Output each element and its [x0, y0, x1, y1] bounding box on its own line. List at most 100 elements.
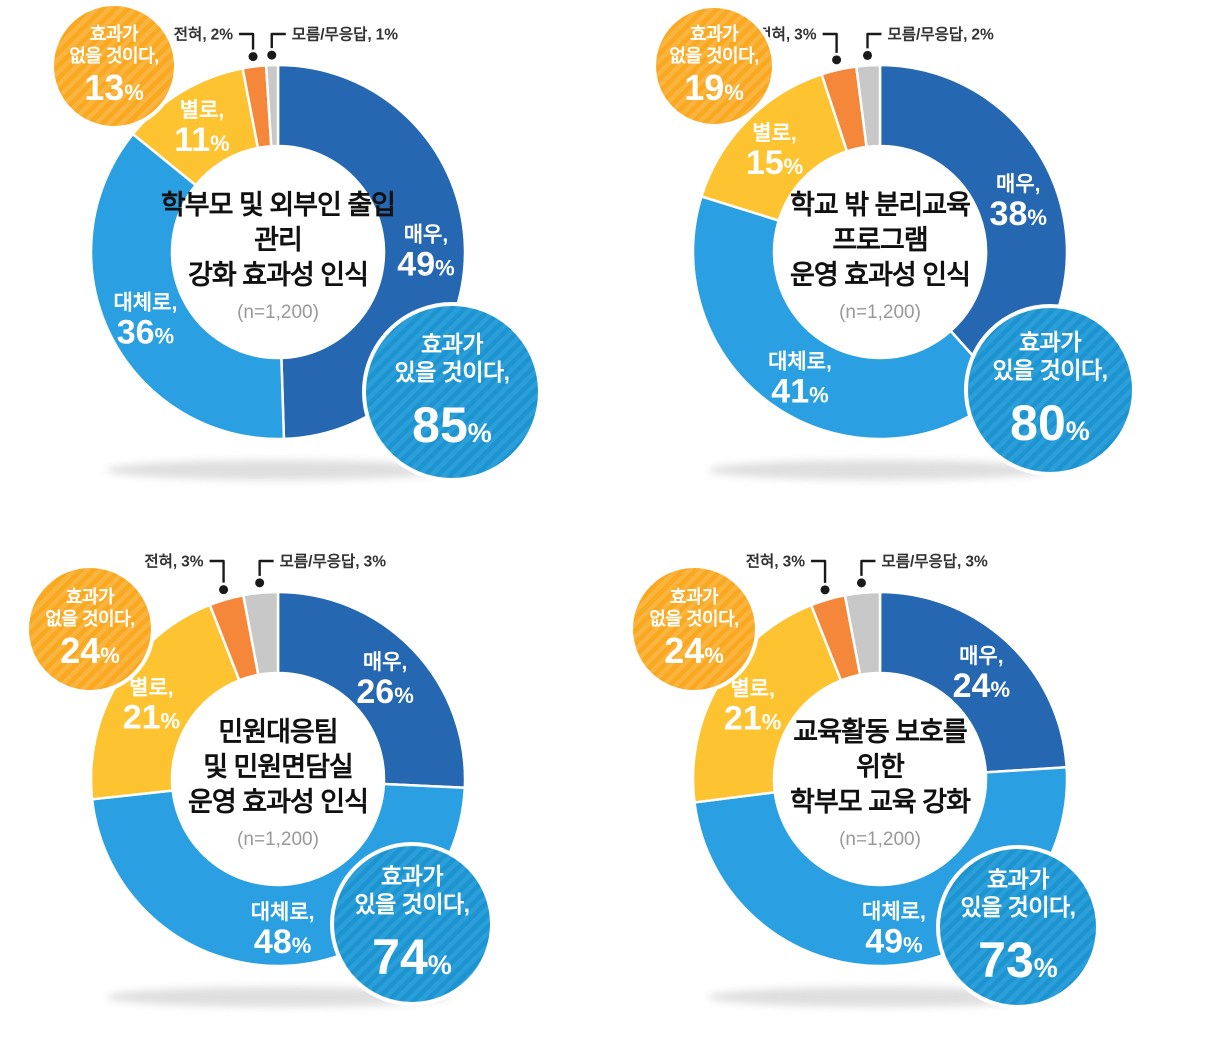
- leader-dot: [820, 585, 830, 595]
- bubble-label-line: 있을 것이다,: [394, 359, 509, 385]
- chart-title-line: 민원대응팀: [218, 717, 337, 747]
- slice-label-not-really: 별로,21%: [123, 676, 180, 736]
- slice-value-text: 36%: [117, 314, 174, 352]
- leader-line: [258, 559, 274, 576]
- callout-not-at-all: 전혀, 2%: [174, 26, 258, 62]
- bubble-value: 24%: [60, 630, 120, 671]
- slice-label-text: 매우,: [363, 651, 407, 674]
- leader-line: [866, 32, 882, 49]
- callout-text: 모름/무응답, 2%: [888, 25, 995, 44]
- bubble-label-line: 없을 것이다,: [69, 46, 158, 66]
- leader-line: [209, 559, 225, 583]
- chart-title-line: 프로그램: [832, 225, 927, 255]
- positive-summary-bubble-circle: [330, 842, 494, 1006]
- donut-chart-panel: 매우, 24% 대체로, 49% 별로, 21% 전혀, 3% 모름/무응답, 3% 교육활동 보호…: [602, 527, 1205, 1054]
- slice-label-text: 매우,: [404, 224, 448, 247]
- negative-summary-bubble-circle: [629, 564, 759, 694]
- chart-title-line: 및 민원면담실: [203, 752, 353, 782]
- bubble-label-line: 없을 것이다,: [669, 46, 758, 66]
- callout-dont-know: 모름/무응답, 3%: [255, 552, 386, 588]
- leader-dot: [267, 50, 277, 60]
- sample-size: (n=1,200): [237, 302, 319, 323]
- leader-line: [860, 559, 876, 576]
- slice-label-very: 매우,26%: [356, 651, 413, 711]
- slice-value-text: 11%: [174, 121, 230, 159]
- sample-size: (n=1,200): [237, 829, 319, 850]
- slice-not-really: [691, 603, 843, 804]
- chart-title-line: 학교 밖 분리교육: [790, 190, 970, 220]
- negative-summary-bubble-circle: [25, 564, 155, 694]
- callout-text: 전혀, 2%: [174, 26, 233, 44]
- positive-summary-bubble-circle: [362, 302, 542, 482]
- bubble-label-line: 있을 것이다,: [354, 891, 469, 917]
- leader-dot: [248, 52, 258, 62]
- bubble-label-line: 없을 것이다,: [649, 609, 738, 629]
- donut-chart-panel: 매우, 49% 대체로, 36% 별로, 11% 전혀, 2% 모름/무응답, 1% 학부모 및 외…: [0, 0, 602, 527]
- leader-line: [822, 32, 838, 53]
- callout-dont-know: 모름/무응답, 3%: [856, 552, 988, 588]
- slice-label-mostly: 대체로,49%: [862, 900, 926, 960]
- slice-label-not-really: 별로,11%: [174, 99, 230, 159]
- bubble-value: 13%: [84, 67, 144, 108]
- positive-summary-bubble-circle: [936, 845, 1100, 1009]
- donut-chart: 매우,49% 대체로,36% 별로,11% 전혀, 2% 모름/무응답, 1% 학부모 및 외…: [50, 2, 542, 482]
- chart-title-line: 강화 효과성 인식: [188, 260, 368, 290]
- slice-value-text: 21%: [724, 700, 781, 738]
- slice-label-mostly: 대체로,36%: [113, 292, 177, 352]
- bubble-label-line: 효과가: [381, 863, 443, 889]
- bubble-value: 85%: [412, 397, 492, 453]
- donut-shadow: [708, 987, 1052, 1007]
- donut-chart-panel: 매우, 26% 대체로, 48% 별로, 21% 전혀, 3% 모름/무응답, 3% 민원대응팀 및 …: [0, 527, 602, 1054]
- slice-label-text: 대체로,: [251, 901, 315, 924]
- slice-label-text: 별로,: [752, 122, 796, 145]
- chart-title-line: 관리: [254, 225, 302, 255]
- slice-label-text: 별로,: [180, 99, 224, 122]
- callout-text: 모름/무응답, 1%: [292, 25, 399, 44]
- bubble-label-line: 효과가: [690, 24, 739, 44]
- leader-line: [270, 32, 286, 49]
- donut-chart: 매우,26% 대체로,48% 별로,21% 전혀, 3% 모름/무응답, 3% 민원대응팀및 …: [25, 552, 494, 1007]
- bubble-label-line: 효과가: [1019, 329, 1081, 355]
- donut-chart: 매우,38%대체로,41%별로,15%전혀, 3% 모름/무응답, 2%학교 밖 분리…: [652, 4, 1136, 480]
- slice-very: [276, 590, 467, 789]
- bubble-label-line: 있을 것이다,: [960, 894, 1075, 920]
- positive-summary-bubble-circle: [964, 304, 1136, 476]
- bubble-value: 24%: [664, 630, 724, 671]
- chart-title-line: 운영 효과성 인식: [790, 260, 970, 290]
- slice-dont-know: [242, 590, 280, 677]
- sample-size: (n=1,200): [839, 302, 921, 323]
- slice-mostly: [89, 132, 286, 441]
- slice-value-text: 38%: [990, 195, 1047, 233]
- bubble-label-line: 효과가: [421, 331, 483, 357]
- slice-label-mostly: 대체로,48%: [251, 901, 315, 961]
- slice-not-really: [89, 603, 241, 801]
- leader-dot: [832, 55, 842, 65]
- callout-dont-know: 모름/무응답, 2%: [863, 25, 994, 60]
- slice-label-not-really: 별로,21%: [724, 678, 781, 738]
- slice-value-text: 26%: [356, 673, 413, 711]
- slice-dont-know: [264, 63, 280, 148]
- leader-dot: [255, 578, 265, 588]
- slice-value-text: 24%: [953, 667, 1010, 705]
- bubble-label-line: 있을 것이다,: [992, 357, 1107, 383]
- slice-dont-know: [843, 590, 882, 677]
- bubble-value: 80%: [1010, 395, 1090, 451]
- slice-label-very: 매우,49%: [397, 224, 454, 284]
- slice-label-very: 매우,38%: [990, 173, 1047, 233]
- bubble-value: 74%: [372, 929, 452, 985]
- leader-dot: [219, 585, 229, 595]
- callout-dont-know: 모름/무응답, 1%: [267, 25, 398, 60]
- leader-line: [811, 559, 827, 583]
- callout-text: 전혀, 3%: [746, 553, 805, 571]
- slice-value-text: 15%: [746, 144, 803, 182]
- slice-value-text: 49%: [865, 922, 922, 960]
- leader-dot: [863, 50, 873, 60]
- slice-dont-know: [855, 63, 882, 149]
- chart-title-line: 학부모 및 외부인 출입: [161, 190, 395, 220]
- bubble-label-line: 효과가: [670, 587, 719, 607]
